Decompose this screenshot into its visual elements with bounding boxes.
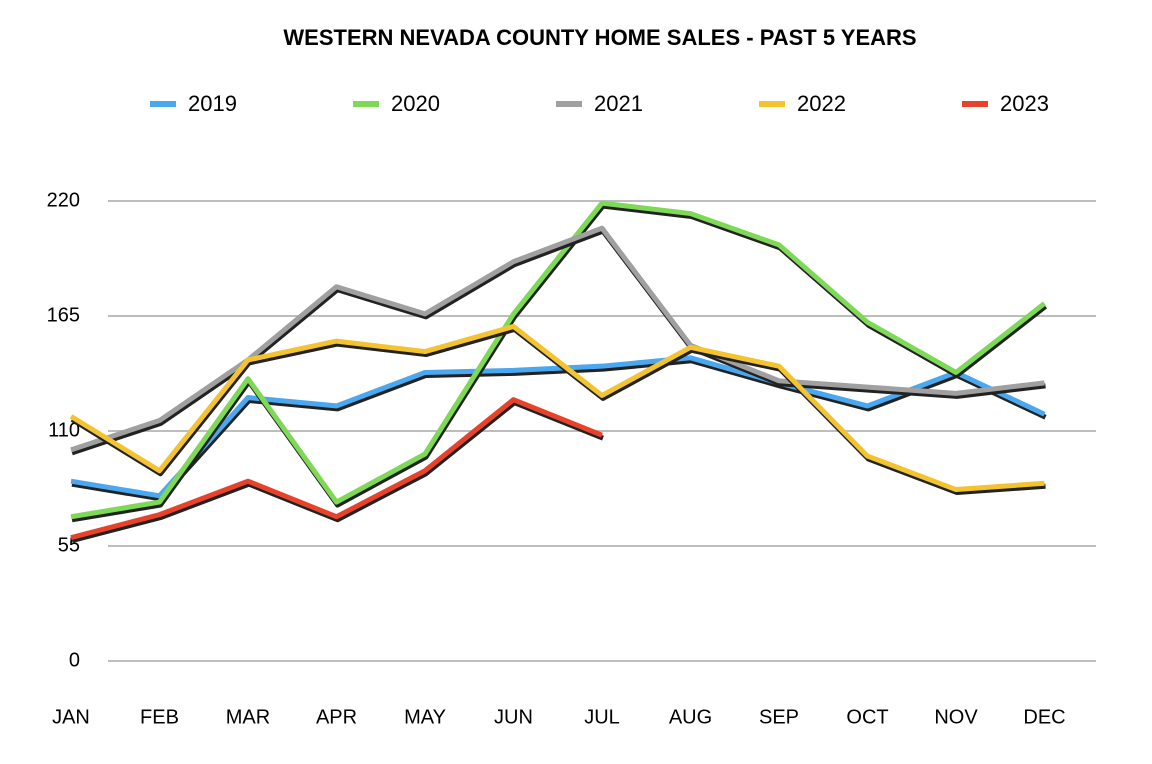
x-tick-label: FEB bbox=[140, 706, 179, 728]
y-tick-label: 220 bbox=[47, 189, 80, 211]
x-tick-label: DEC bbox=[1023, 706, 1065, 728]
series-line bbox=[69, 323, 1045, 493]
x-tick-label: APR bbox=[316, 706, 357, 728]
y-tick-label: 0 bbox=[69, 649, 80, 671]
x-tick-label: JAN bbox=[52, 706, 90, 728]
legend-label: 2022 bbox=[797, 91, 846, 116]
x-tick-label: MAY bbox=[404, 706, 446, 728]
x-tick-label: AUG bbox=[669, 706, 712, 728]
legend-label: 2020 bbox=[391, 91, 440, 116]
x-tick-label: NOV bbox=[934, 706, 978, 728]
y-tick-label: 165 bbox=[47, 304, 80, 326]
y-tick-label: 110 bbox=[48, 419, 80, 441]
legend-label: 2019 bbox=[188, 91, 237, 116]
x-tick-label: SEP bbox=[759, 706, 799, 728]
x-tick-label: JUL bbox=[584, 706, 620, 728]
x-tick-label: MAR bbox=[226, 706, 270, 728]
legend-label: 2021 bbox=[594, 91, 643, 116]
x-tick-label: JUN bbox=[494, 706, 533, 728]
series-line bbox=[70, 397, 603, 541]
line-shadow bbox=[71, 228, 1046, 456]
chart-title: WESTERN NEVADA COUNTY HOME SALES - PAST … bbox=[283, 25, 916, 50]
line-shadow bbox=[71, 358, 1047, 502]
series-line bbox=[70, 200, 1047, 520]
x-tick-label: OCT bbox=[846, 706, 888, 728]
series-line bbox=[70, 355, 1046, 499]
legend-label: 2023 bbox=[1000, 91, 1049, 116]
series-line bbox=[70, 225, 1045, 453]
